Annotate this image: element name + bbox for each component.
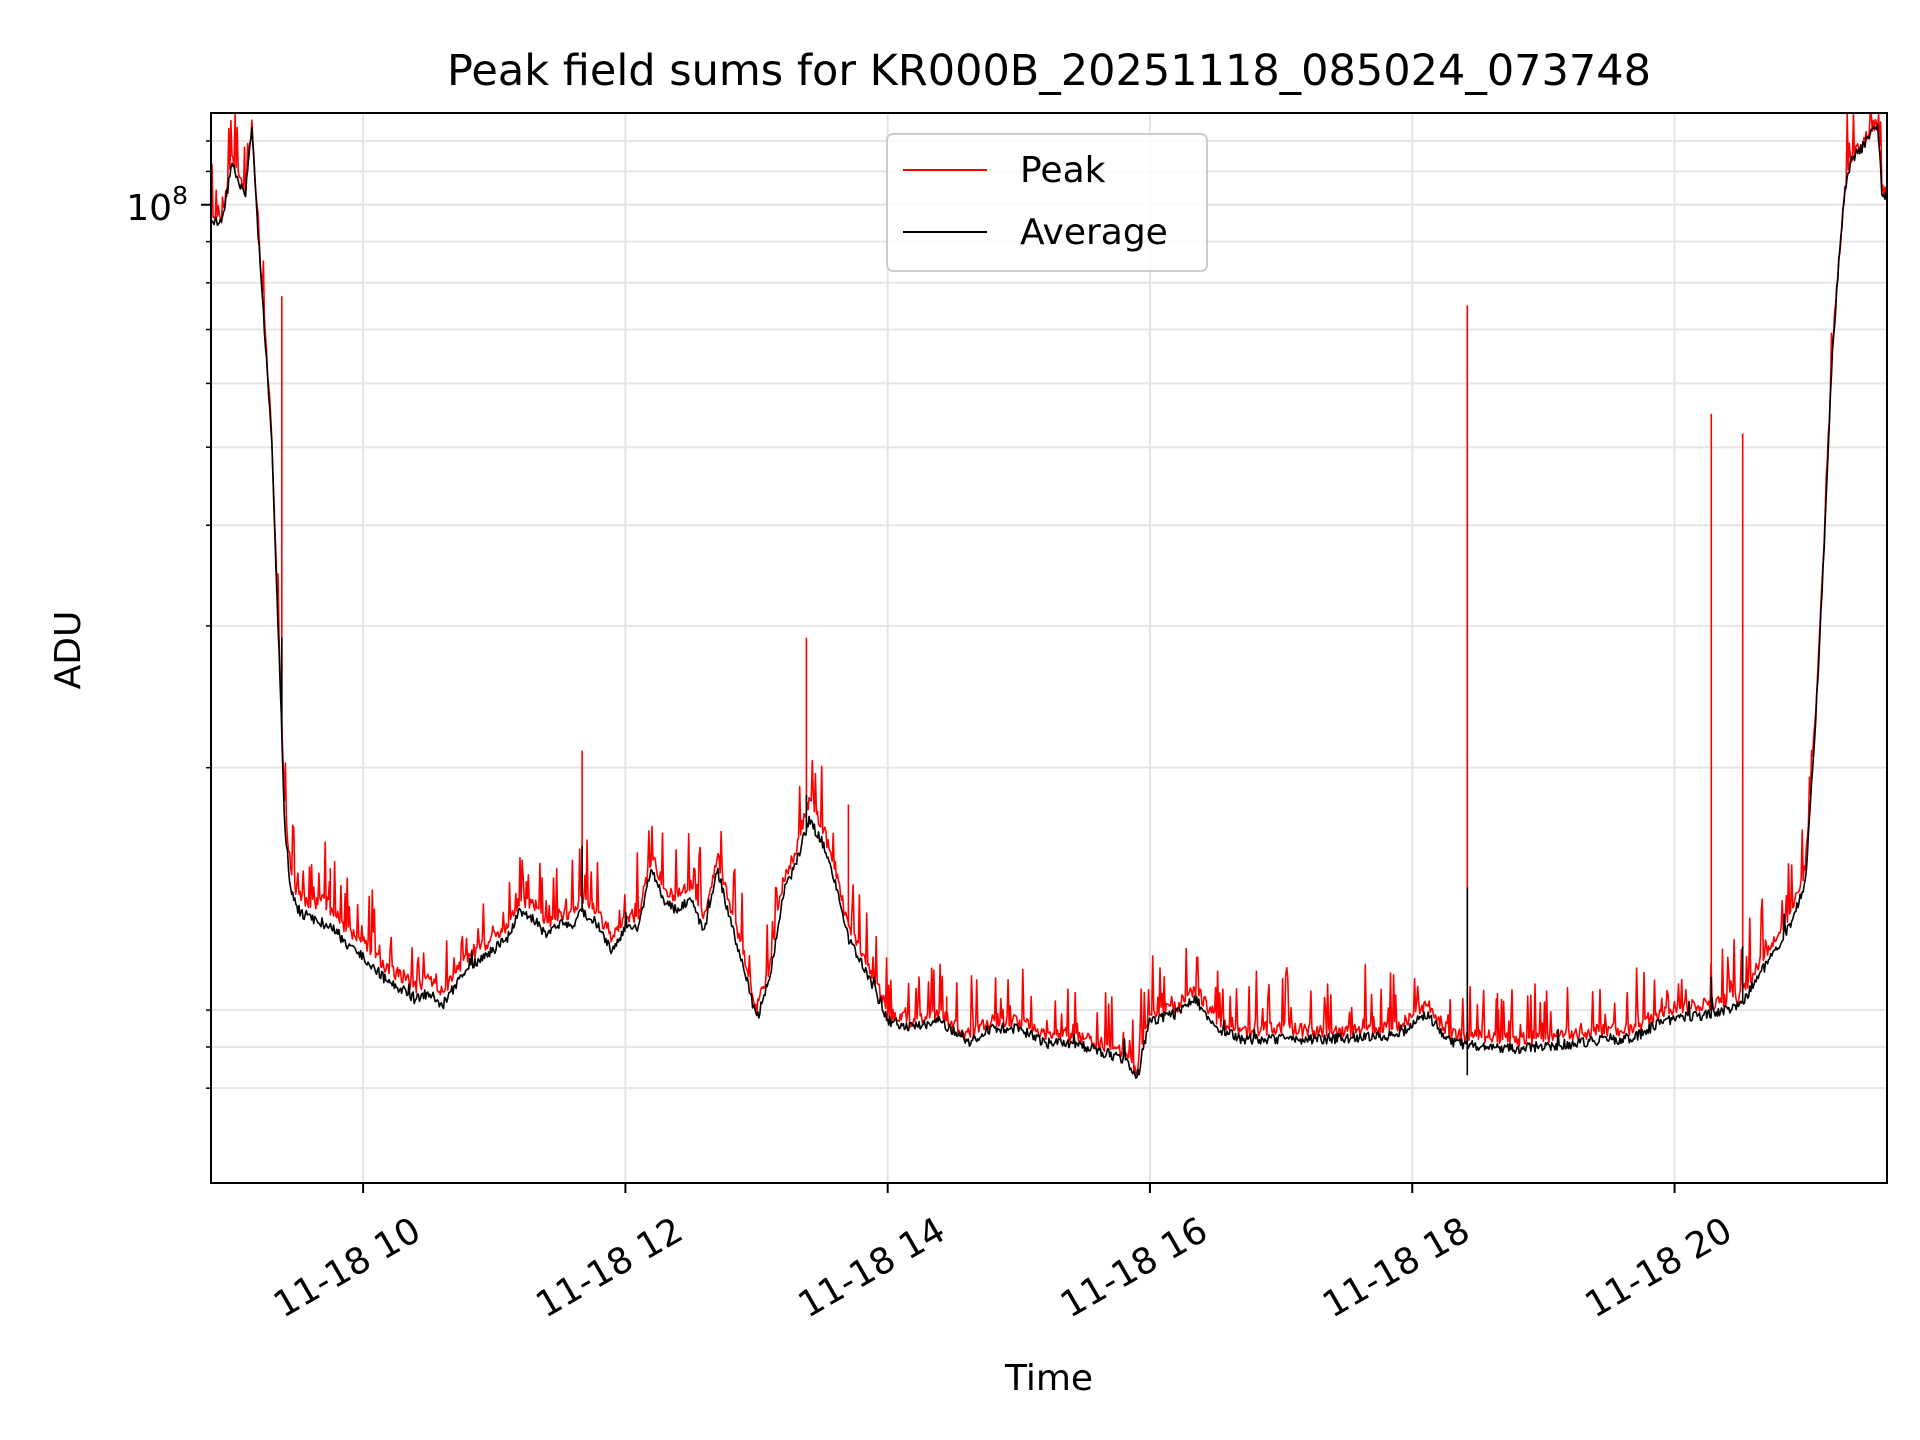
y-tick-label-1e8: 108 (126, 181, 188, 229)
series-line-average (210, 123, 1888, 1079)
y-tick-exponent: 8 (172, 181, 188, 210)
chart-title: Peak field sums for KR000B_20251118_0850… (447, 46, 1651, 96)
series-line-peak (210, 113, 1888, 1076)
legend-label-average: Average (1020, 212, 1168, 253)
svg-text:108: 108 (126, 181, 188, 229)
legend: Peak Average (886, 133, 1208, 272)
series-layer (210, 113, 1888, 1079)
y-axis-label: ADU (48, 611, 89, 690)
plot-frame (210, 112, 1888, 1184)
x-axis-label: Time (1004, 1358, 1093, 1399)
y-tick-base: 10 (126, 188, 172, 229)
grid-layer (211, 113, 1887, 1183)
legend-box (886, 133, 1208, 272)
legend-label-peak: Peak (1020, 150, 1106, 191)
